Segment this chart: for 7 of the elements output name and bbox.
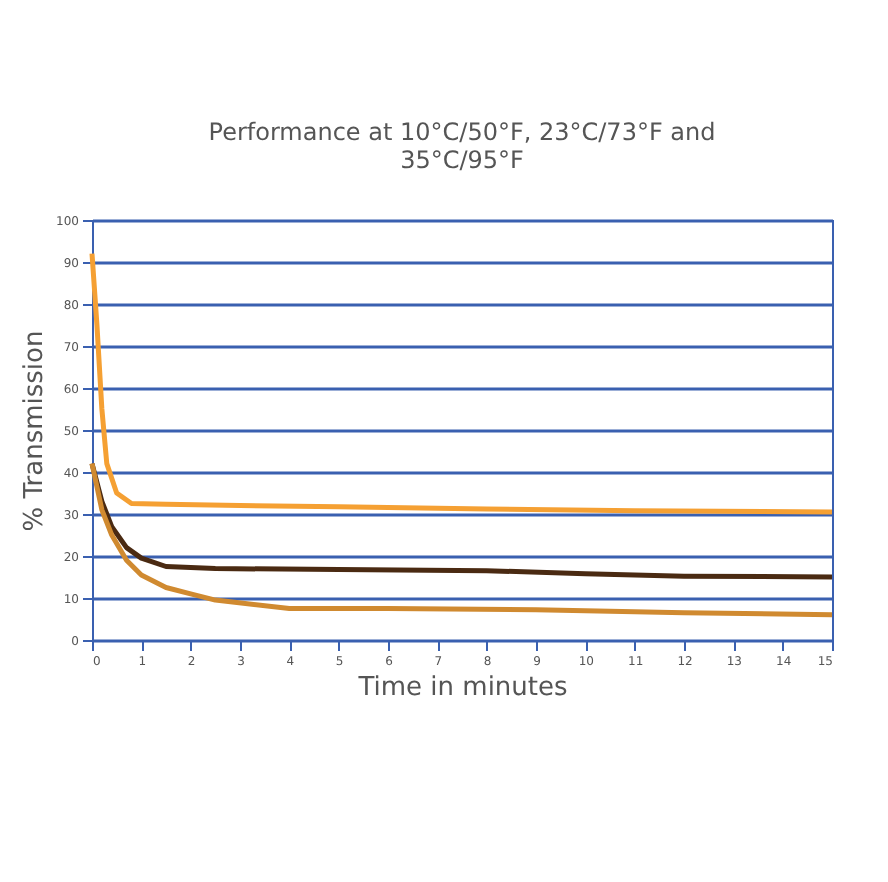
line-series	[89, 461, 835, 580]
text: Performance at 10°C/50°F, 23°C/73°F and	[208, 118, 716, 146]
y-axis-title: % Transmission	[20, 330, 51, 532]
x-axis-title: Time in minutes	[356, 673, 568, 703]
line-series	[89, 461, 835, 618]
line-series	[89, 251, 835, 515]
text: 35°C/95°F	[400, 146, 524, 174]
